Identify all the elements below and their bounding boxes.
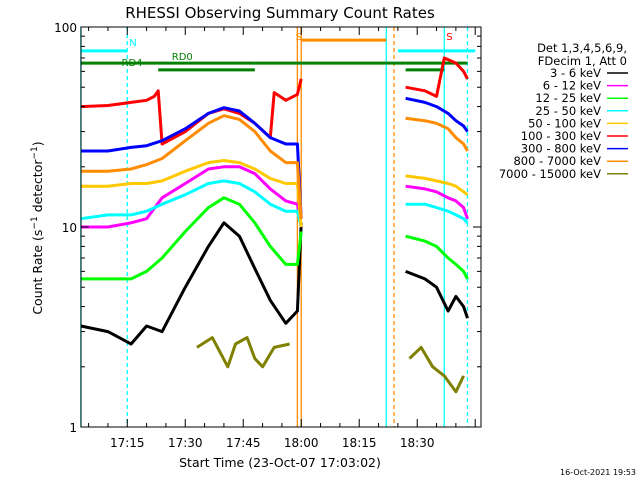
series-line (80, 165, 469, 229)
y-tick-label: 1 (69, 421, 77, 435)
legend-header-line: FDecim 1, Att 0 (538, 54, 627, 68)
y-axis-label-part: Count Rate (s (30, 230, 45, 315)
flag-annotation: N (129, 38, 136, 49)
flag-annotation: RD4 (122, 58, 143, 69)
x-tick-label: 17:30 (168, 436, 203, 450)
x-axis: 17:15 17:30 17:45 18:00 18:15 18:30 (88, 27, 476, 450)
legend-label: 6 - 12 keV (543, 79, 601, 93)
x-tick-label: 17:45 (226, 436, 261, 450)
series-line (80, 221, 469, 346)
y-axis-label: Count Rate (s−1 detector−1) (30, 141, 45, 314)
flag-annotation: S (446, 32, 452, 43)
legend-label: 50 - 100 keV (528, 116, 601, 130)
series-line (80, 179, 469, 228)
y-axis-label-superscript: −1 (30, 146, 40, 159)
x-tick-label: 18:30 (400, 436, 435, 450)
legend-label: 3 - 6 keV (550, 66, 601, 80)
legend-label: 25 - 50 keV (535, 104, 601, 118)
plot-area: N RD0 RD4 S S (80, 27, 476, 427)
flag-annotation: RD0 (172, 52, 193, 63)
series-line (80, 96, 469, 219)
y-tick-label: 10 (62, 221, 77, 235)
y-axis-label-superscript: −1 (30, 216, 40, 229)
legend-label: 7000 - 15000 keV (499, 167, 601, 181)
legend: Det 1,3,4,5,6,9, FDecim 1, Att 0 3 - 6 k… (499, 41, 628, 181)
x-tick-label: 18:15 (342, 436, 377, 450)
legend-label: 800 - 7000 keV (513, 154, 601, 168)
series-line (80, 159, 469, 228)
legend-label: 12 - 25 keV (535, 91, 601, 105)
x-tick-label: 18:00 (284, 436, 319, 450)
series-line (80, 196, 469, 281)
y-axis: 1 10 100 (54, 21, 481, 435)
legend-label: 300 - 800 keV (521, 142, 601, 156)
flag-annotation: S (296, 32, 302, 43)
legend-header-line: Det 1,3,4,5,6,9, (537, 41, 627, 55)
series-line (196, 336, 465, 394)
chart-title: RHESSI Observing Summary Count Rates (125, 4, 435, 22)
timestamp: 16-Oct-2021 19:53 (560, 468, 636, 477)
x-tick-label: 17:15 (110, 436, 145, 450)
y-tick-label: 100 (54, 21, 77, 35)
y-axis-label-part: detector (30, 159, 45, 217)
y-axis-label-part: ) (30, 141, 45, 146)
series-line (80, 114, 469, 219)
legend-label: 100 - 300 keV (521, 129, 601, 143)
x-axis-label: Start Time (23-Oct-07 17:03:02) (179, 455, 381, 470)
